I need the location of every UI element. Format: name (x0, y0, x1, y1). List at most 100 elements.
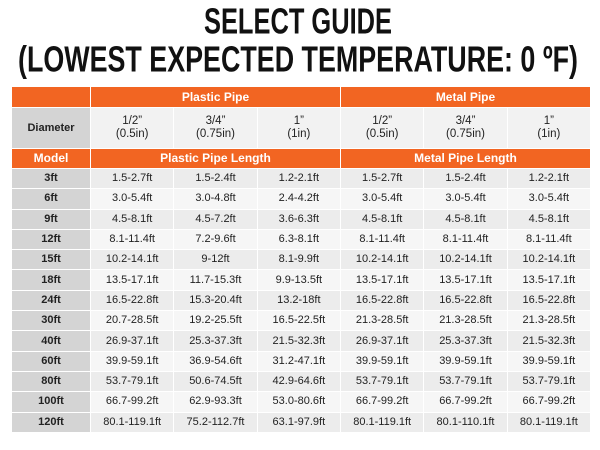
diameter: 1” (1in) (257, 108, 340, 148)
length-range: 66.7-99.2ft (91, 392, 174, 412)
length-range: 19.2-25.5ft (174, 311, 257, 331)
length-range: 3.0-4.8ft (174, 189, 257, 209)
group-header: Metal Pipe (341, 87, 590, 107)
diameter-line: 3/4” (455, 115, 476, 127)
length-range: 21.3-28.5ft (341, 311, 424, 331)
model: 40ft (12, 331, 90, 351)
length-range: 39.9-59.1ft (91, 351, 174, 371)
length-range: 4.5-8.1ft (91, 209, 174, 229)
length-range: 3.0-5.4ft (341, 189, 424, 209)
length-range: 8.1-11.4ft (507, 229, 590, 250)
diameter-line: 1/2” (372, 115, 393, 127)
length-range: 11.7-15.3ft (174, 270, 257, 290)
length-range: 16.5-22.8ft (507, 290, 590, 311)
length-range: 8.1-9.9ft (257, 250, 340, 270)
length-range: 9.9-13.5ft (257, 270, 340, 290)
diameter-line: (0.5in) (365, 128, 399, 140)
length-range: 3.6-6.3ft (257, 209, 340, 229)
length-range: 10.2-14.1ft (507, 250, 590, 270)
diameter-line: (0.5in) (115, 128, 149, 140)
diameter-line: 3/4” (205, 115, 226, 127)
guide-table: Plastic Pipe Metal Pipe Diameter 1/2” (0.5in… (12, 87, 590, 432)
length-range: 53.7-79.1ft (341, 371, 424, 392)
length-range: 53.7-79.1ft (91, 371, 174, 392)
length-range: 25.3-37.3ft (174, 331, 257, 351)
model: 80ft (12, 371, 90, 392)
length-range: 21.3-28.5ft (424, 311, 507, 331)
length-range: 80.1-119.1ft (91, 412, 174, 432)
model: 12ft (12, 229, 90, 250)
length-range: 3.0-5.4ft (91, 189, 174, 209)
length-range: 6.3-8.1ft (257, 229, 340, 250)
length-range: 10.2-14.1ft (91, 250, 174, 270)
diameter: 3/4” (0.75in) (424, 108, 507, 148)
model: 120ft (12, 412, 90, 432)
length-range: 4.5-8.1ft (507, 209, 590, 229)
group-header: Plastic Pipe (91, 87, 340, 107)
length-range: 66.7-99.2ft (424, 392, 507, 412)
diameter-line: (0.75in) (195, 128, 235, 140)
length-range: 63.1-97.9ft (257, 412, 340, 432)
length-range: 13.2-18ft (257, 290, 340, 311)
model: 9ft (12, 209, 90, 229)
length-range: 1.5-2.7ft (91, 169, 174, 189)
length-range: 1.2-2.1ft (507, 169, 590, 189)
title-line: (LOWEST EXPECTED TEMPERATURE: 0 ºF) (18, 39, 578, 80)
title-line: SELECT GUIDE (204, 1, 392, 42)
length-range: 16.5-22.8ft (341, 290, 424, 311)
length-range: 21.5-32.3ft (257, 331, 340, 351)
model-label: Model (12, 149, 90, 168)
model: 3ft (12, 169, 90, 189)
diameter-label: Diameter (12, 108, 90, 148)
length-range: 26.9-37.1ft (91, 331, 174, 351)
length-range: 39.9-59.1ft (341, 351, 424, 371)
length-range: 1.2-2.1ft (257, 169, 340, 189)
diameter: 1/2” (0.5in) (91, 108, 174, 148)
model: 18ft (12, 270, 90, 290)
model: 30ft (12, 311, 90, 331)
length-range: 7.2-9.6ft (174, 229, 257, 250)
model: 24ft (12, 290, 90, 311)
length-range: 53.7-79.1ft (507, 371, 590, 392)
length-range: 25.3-37.3ft (424, 331, 507, 351)
length-range: 50.6-74.5ft (174, 371, 257, 392)
length-range: 4.5-8.1ft (341, 209, 424, 229)
length-range: 13.5-17.1ft (91, 270, 174, 290)
diameter-line: 1” (293, 115, 304, 127)
length-range: 13.5-17.1ft (424, 270, 507, 290)
length-range: 4.5-7.2ft (174, 209, 257, 229)
length-range: 75.2-112.7ft (174, 412, 257, 432)
length-range: 9-12ft (174, 250, 257, 270)
length-range: 39.9-59.1ft (424, 351, 507, 371)
title-block: SELECT GUIDE (LOWEST EXPECTED TEMPERATUR… (18, 1, 578, 80)
diameter-line: (0.75in) (445, 128, 485, 140)
length-range: 53.7-79.1ft (424, 371, 507, 392)
length-header: Plastic Pipe Length (91, 149, 340, 168)
length-range: 66.7-99.2ft (341, 392, 424, 412)
length-header: Metal Pipe Length (341, 149, 590, 168)
length-range: 21.5-32.3ft (507, 331, 590, 351)
length-range: 2.4-4.2ft (257, 189, 340, 209)
length-range: 3.0-5.4ft (507, 189, 590, 209)
length-range: 20.7-28.5ft (91, 311, 174, 331)
length-range: 16.5-22.8ft (91, 290, 174, 311)
length-range: 1.5-2.4ft (174, 169, 257, 189)
length-range: 80.1-110.1ft (424, 412, 507, 432)
model: 15ft (12, 250, 90, 270)
length-range: 15.3-20.4ft (174, 290, 257, 311)
length-range: 10.2-14.1ft (424, 250, 507, 270)
length-range: 8.1-11.4ft (341, 229, 424, 250)
length-range: 13.5-17.1ft (341, 270, 424, 290)
model: 6ft (12, 189, 90, 209)
length-range: 1.5-2.4ft (424, 169, 507, 189)
length-range: 42.9-64.6ft (257, 371, 340, 392)
length-range: 80.1-119.1ft (341, 412, 424, 432)
diameter: 3/4” (0.75in) (174, 108, 257, 148)
length-range: 13.5-17.1ft (507, 270, 590, 290)
length-range: 36.9-54.6ft (174, 351, 257, 371)
length-range: 21.3-28.5ft (507, 311, 590, 331)
length-range: 4.5-8.1ft (424, 209, 507, 229)
length-range: 31.2-47.1ft (257, 351, 340, 371)
length-range: 62.9-93.3ft (174, 392, 257, 412)
